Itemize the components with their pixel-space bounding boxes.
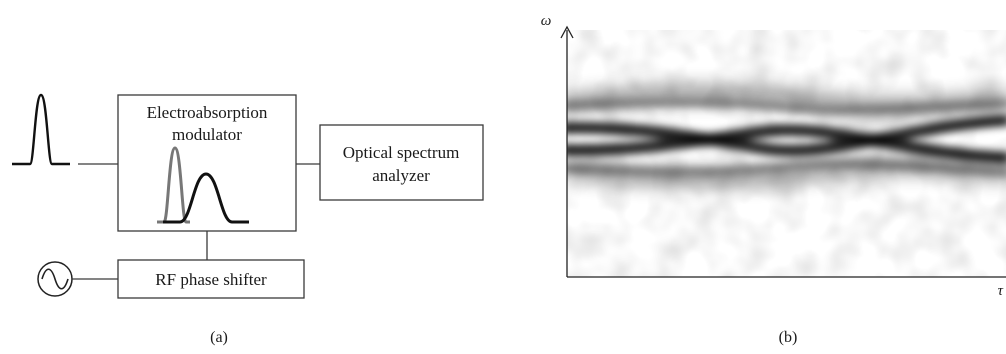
x-axis-label: τ	[998, 283, 1004, 299]
pulse-before-modulation	[157, 146, 190, 224]
modulator-label-line2: modulator	[172, 125, 242, 144]
trace-strand-1	[567, 114, 1006, 157]
panel-b: ω τ (b)	[541, 13, 1006, 346]
trace-upper-band	[567, 98, 1006, 115]
panel-a: Electroabsorption modulator Optical spec…	[12, 93, 484, 346]
spectrogram-trace	[567, 30, 1006, 277]
input-pulse	[12, 93, 70, 166]
rf-oscillator-sine-icon	[37, 261, 73, 297]
modulator-label-line1: Electroabsorption	[147, 103, 268, 122]
caption-a: (a)	[210, 329, 228, 346]
trace-strand-2	[567, 124, 1006, 164]
caption-b: (b)	[779, 329, 798, 346]
rf-phase-shifter-label: RF phase shifter	[155, 270, 267, 289]
y-axis-arrow-icon	[560, 25, 574, 39]
trace-lower-band	[567, 159, 1006, 177]
analyzer-box	[319, 124, 484, 201]
analyzer-label-line2: analyzer	[372, 166, 430, 185]
analyzer-label-line1: Optical spectrum	[343, 143, 460, 162]
y-axis-label: ω	[541, 13, 552, 29]
pulse-after-modulation	[163, 172, 249, 224]
